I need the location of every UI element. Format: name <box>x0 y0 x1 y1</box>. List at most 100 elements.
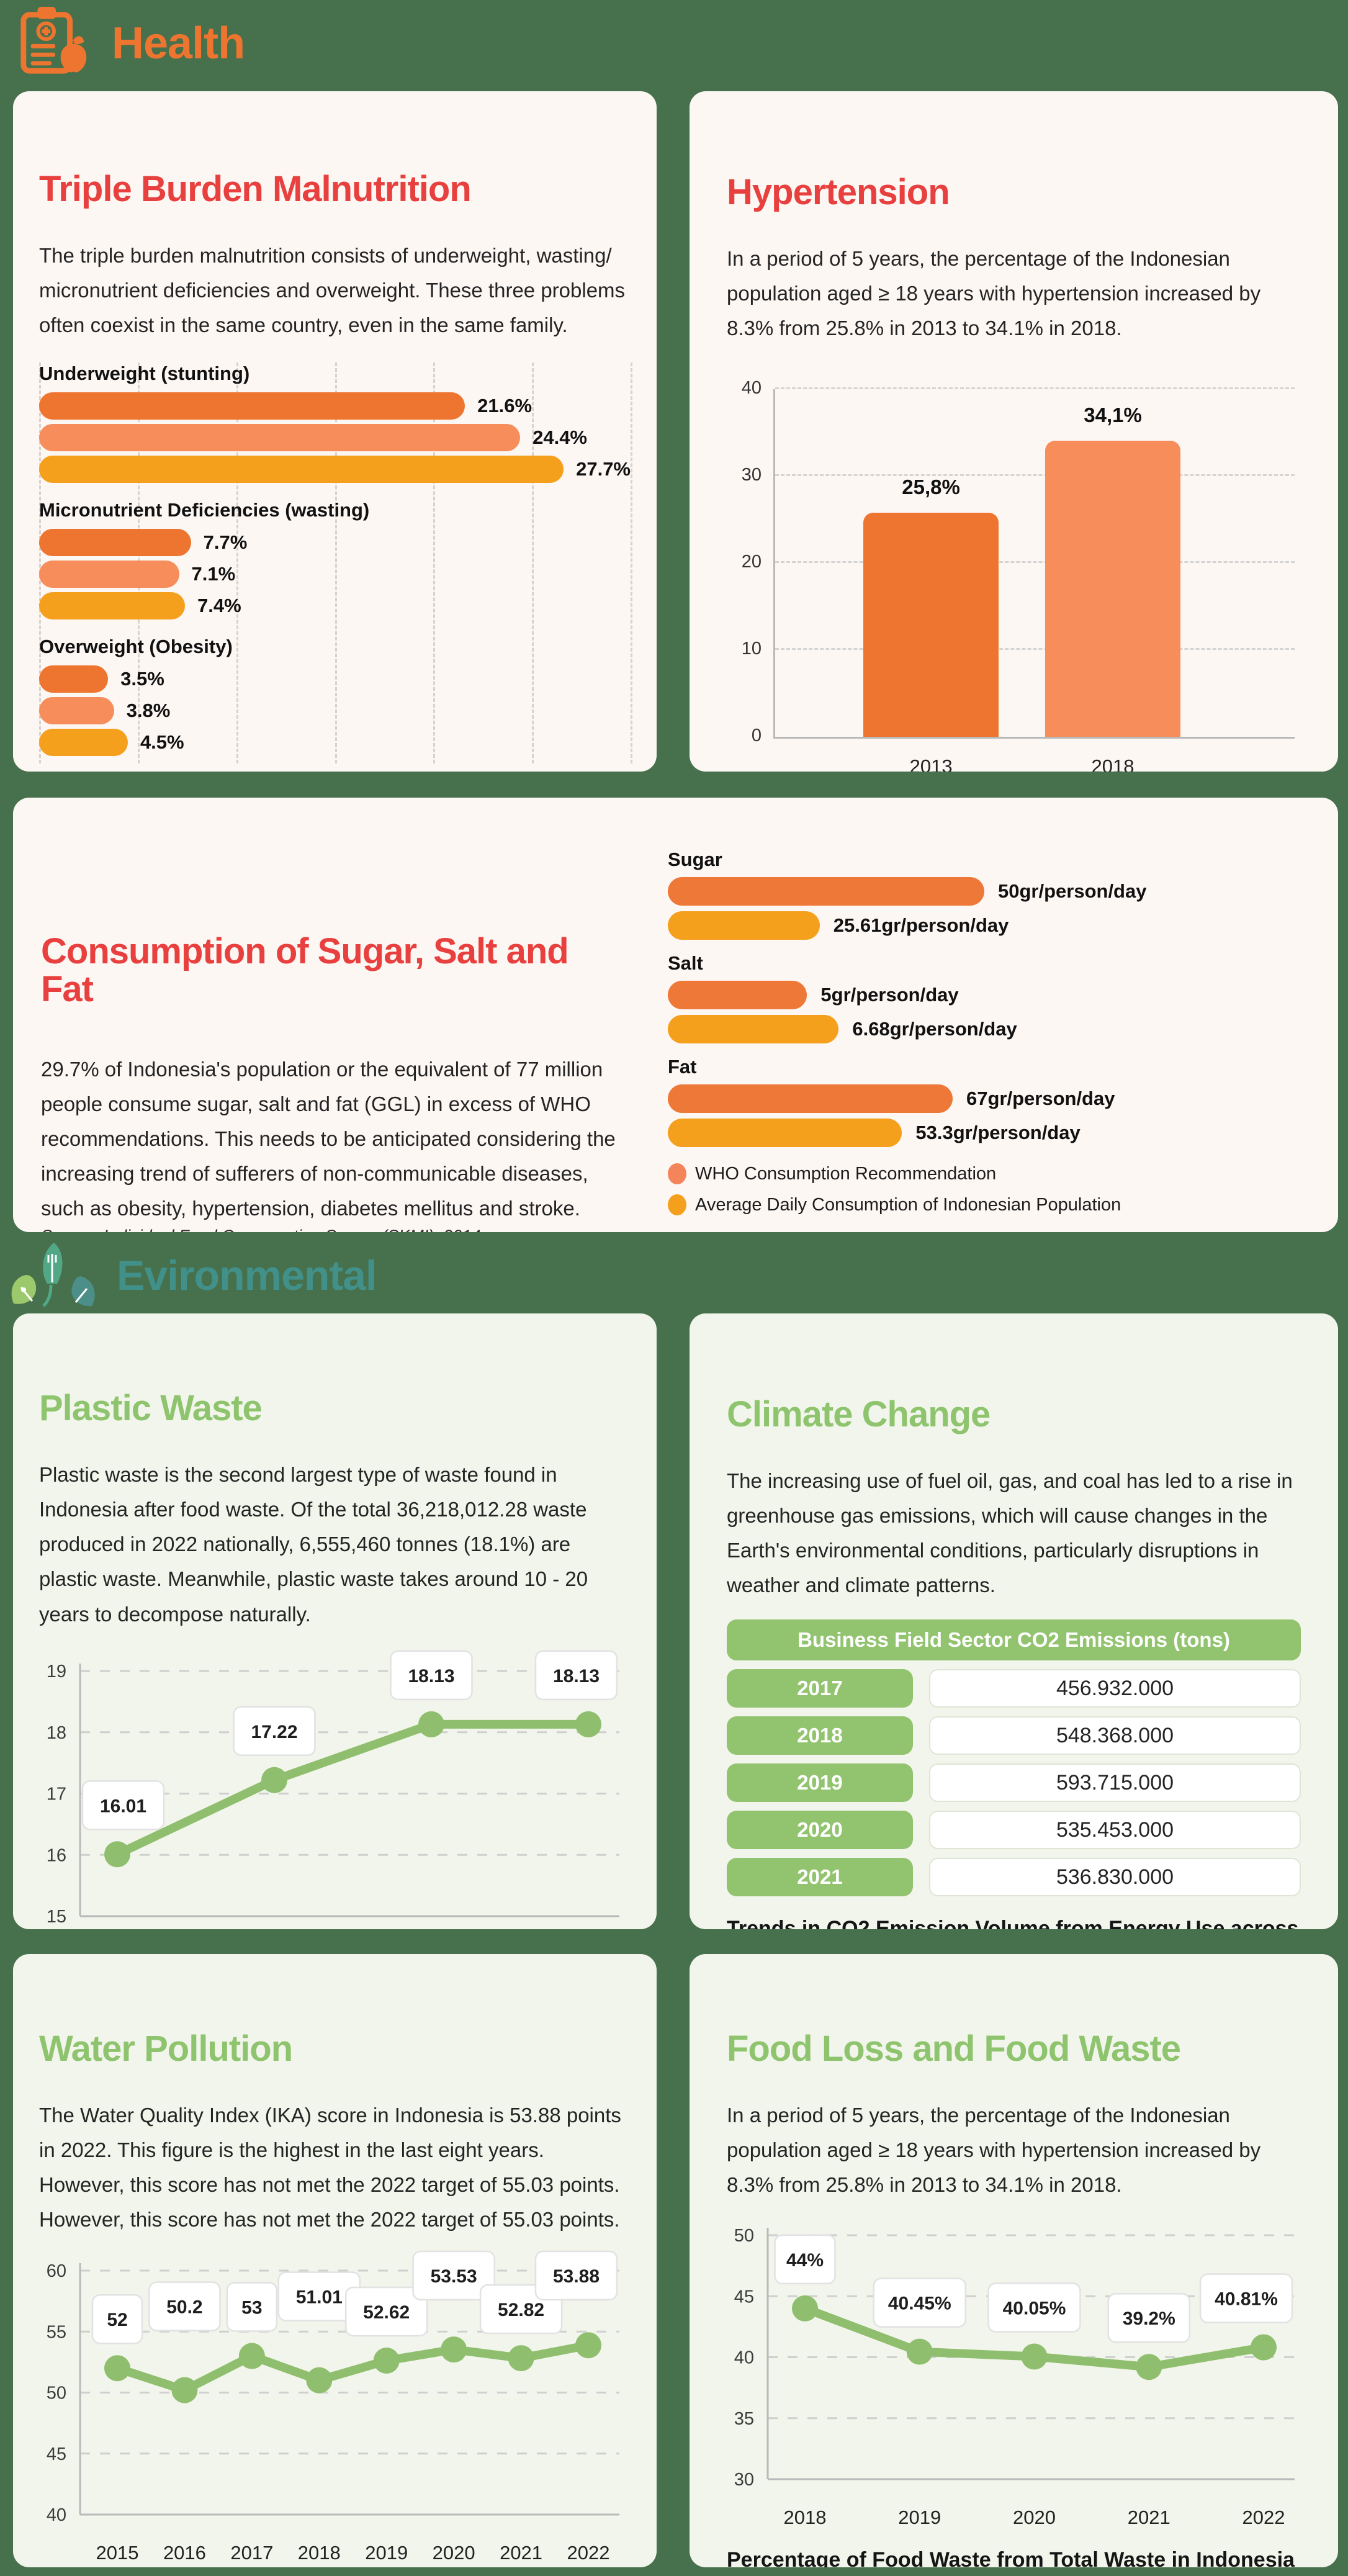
bar-row: 3.8% <box>39 697 631 725</box>
data-point <box>906 2339 933 2366</box>
bar-group-label: Fat <box>668 1056 697 1078</box>
bar-value-label: 50gr/person/day <box>998 880 1147 902</box>
bar <box>39 665 109 693</box>
point-label-box <box>987 2282 1081 2333</box>
y-axis-tick: 15 <box>47 1907 66 1927</box>
bar-value-label: 21.6% <box>477 395 532 417</box>
point-label: 40.05% <box>1003 2299 1066 2319</box>
food-body: In a period of 5 years, the percentage o… <box>727 2104 1261 2197</box>
bar-row: 27.7% <box>39 456 631 484</box>
x-axis-label: 2013 <box>909 755 953 772</box>
point-label-box <box>1107 2293 1190 2343</box>
x-axis: 0 5 10 15 20 25 30 <box>34 765 640 772</box>
bar-row: 7.1% <box>39 561 631 588</box>
bar <box>668 911 820 940</box>
y-axis-tick: 16 <box>47 1845 66 1865</box>
data-point <box>238 2343 265 2369</box>
bar-value-label: 25,8% <box>902 475 960 499</box>
plastic-body: Plastic waste is the second largest type… <box>39 1463 588 1626</box>
bar-group: Salt 5gr/person/day 6.68gr/person/day <box>668 952 1301 1043</box>
bar-row: 21.6% <box>39 392 631 420</box>
bar-row: 24.4% <box>39 424 631 452</box>
point-label: 18.13 <box>553 1666 600 1687</box>
y-axis-tick: 40 <box>741 378 762 399</box>
bar-value-label: 24.4% <box>532 426 587 449</box>
health-clipboard-apple-icon <box>17 5 91 81</box>
x-axis-tick: 30 <box>621 770 640 772</box>
water-title: Water Pollution <box>39 2029 293 2069</box>
trend-line <box>113 1719 593 1858</box>
climate-body: The increasing use of fuel oil, gas, and… <box>727 1469 1293 1597</box>
health-section-header: Health <box>17 5 245 81</box>
point-label-box <box>412 2250 495 2300</box>
legend-item: WHO Consumption Recommendation <box>668 1163 1301 1184</box>
point-label: 52.82 <box>498 2300 544 2320</box>
environmental-title: Evironmental <box>117 1251 377 1299</box>
year-pill: 2017 <box>727 1669 913 1708</box>
x-axis-tick: 15 <box>325 770 344 772</box>
point-label-box <box>390 1650 473 1700</box>
card-food-loss-waste: Food Loss and Food Waste In a period of … <box>690 1954 1338 2567</box>
water-chart-mount: 40 45 50 55 60 52 50.2 53 51.01 52.62 53.53 52.82 53… <box>39 2249 631 2567</box>
y-axis-tick: 30 <box>741 465 762 485</box>
consumption-legend: WHO Consumption Recommendation Average Da… <box>668 1163 1301 1215</box>
bar-row: 7.4% <box>39 592 631 620</box>
year-pill: 2020 <box>727 1810 913 1849</box>
bar-row: 50gr/person/day <box>668 877 1301 906</box>
bar-value-label: 7.1% <box>191 563 236 585</box>
bar-value-label: 25.61gr/person/day <box>833 914 1009 936</box>
bar-value-label: 7.4% <box>197 595 241 617</box>
value-cell: 593.715.000 <box>929 1763 1301 1802</box>
x-axis-label: 2020 <box>433 2542 475 2564</box>
card-climate-change: Climate Change The increasing use of fue… <box>690 1313 1338 1929</box>
bar <box>39 697 114 725</box>
bar-row: 53.3gr/person/day <box>668 1119 1301 1147</box>
x-axis-label: 2017 <box>230 2542 273 2564</box>
bar-value-label: 67gr/person/day <box>966 1088 1115 1109</box>
x-axis-tick: 0 <box>34 770 44 772</box>
bar <box>39 392 465 420</box>
year-pill: 2021 <box>727 1857 913 1896</box>
consumption-title: Consumption of Sugar, Salt and Fat <box>41 931 569 1010</box>
bar-group: Underweight (stunting) 21.6% 24.4% 27.7% <box>39 363 631 484</box>
bar-group-label: Micronutrient Deficiencies (wasting) <box>39 499 370 521</box>
y-axis-tick: 20 <box>741 552 762 572</box>
bar-value-label: 3.8% <box>126 700 171 722</box>
climate-title: Climate Change <box>727 1394 991 1435</box>
bar <box>668 1015 839 1043</box>
bar-row: 3.5% <box>39 665 631 693</box>
table-row: 2021 536.830.000 <box>727 1857 1301 1896</box>
hypertension-body: In a period of 5 years, the percentage o… <box>727 247 1261 340</box>
bar-value-label: 6.68gr/person/day <box>852 1018 1017 1040</box>
hypertension-title: Hypertension <box>727 172 950 213</box>
point-label-box <box>233 1706 316 1756</box>
card-water-pollution: Water Pollution The Water Quality Index … <box>13 1954 657 2567</box>
legend-dot <box>668 1194 686 1215</box>
point-label: 53.53 <box>431 2266 477 2287</box>
point-label: 16.01 <box>100 1796 146 1816</box>
y-axis-tick: 40 <box>734 2348 754 2368</box>
x-axis-label: 2019 <box>365 2542 408 2564</box>
bar-row: 4.5% <box>39 729 631 757</box>
consumption-bar-chart: Sugar 50gr/person/day 25.61gr/person/day Sa… <box>668 849 1301 1147</box>
leaves-icon <box>7 1239 101 1312</box>
point-label-box <box>91 2294 143 2344</box>
bar-group: Sugar 50gr/person/day 25.61gr/person/day <box>668 849 1301 940</box>
consumption-text-column: Consumption of Sugar, Salt and Fat 29.7%… <box>13 798 640 1232</box>
data-point <box>1251 2335 1277 2361</box>
x-axis-tick: 5 <box>133 770 143 772</box>
point-label: 40.45% <box>888 2294 951 2314</box>
x-axis-label: 2021 <box>500 2542 542 2564</box>
bar-group: Overweight (Obesity) 3.5% 3.8% 4.5% <box>39 636 631 757</box>
bar <box>668 981 807 1009</box>
y-axis-tick: 0 <box>751 726 762 746</box>
grid-line <box>775 387 1295 390</box>
point-label-box <box>344 2286 428 2336</box>
card-plastic-waste: Plastic Waste Plastic waste is the secon… <box>13 1313 657 1929</box>
point-label-box <box>534 2250 618 2300</box>
legend-label: Average Daily Consumption of Indonesian … <box>695 1194 1121 1215</box>
point-label-box <box>148 2281 221 2331</box>
grid-line <box>775 561 1295 564</box>
grid-line <box>433 363 436 764</box>
x-axis-label: 2022 <box>1242 2506 1285 2528</box>
